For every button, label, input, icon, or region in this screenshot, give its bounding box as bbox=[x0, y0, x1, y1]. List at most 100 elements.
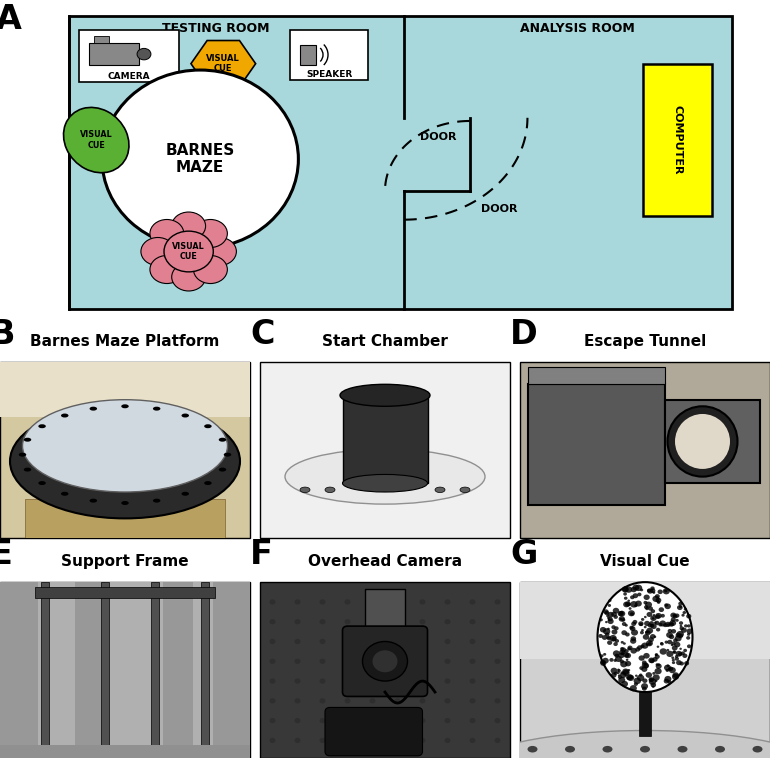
Circle shape bbox=[654, 653, 658, 656]
Ellipse shape bbox=[435, 487, 445, 493]
Text: SPEAKER: SPEAKER bbox=[306, 70, 353, 79]
Circle shape bbox=[667, 623, 670, 626]
Circle shape bbox=[611, 668, 618, 674]
Circle shape bbox=[649, 621, 654, 625]
Circle shape bbox=[344, 600, 350, 605]
Circle shape bbox=[669, 622, 674, 627]
Circle shape bbox=[629, 625, 634, 630]
Circle shape bbox=[613, 650, 620, 656]
Ellipse shape bbox=[182, 492, 189, 496]
Circle shape bbox=[630, 601, 638, 608]
Circle shape bbox=[655, 598, 661, 603]
Circle shape bbox=[648, 637, 654, 642]
Circle shape bbox=[638, 593, 641, 597]
Text: VISUAL
CUE: VISUAL CUE bbox=[206, 54, 240, 74]
Circle shape bbox=[494, 698, 501, 703]
Circle shape bbox=[363, 641, 407, 681]
Circle shape bbox=[646, 628, 653, 634]
Circle shape bbox=[193, 255, 227, 283]
Circle shape bbox=[672, 661, 675, 664]
Circle shape bbox=[681, 614, 685, 617]
Circle shape bbox=[644, 626, 647, 628]
Circle shape bbox=[642, 678, 648, 683]
Circle shape bbox=[681, 651, 685, 655]
Circle shape bbox=[619, 611, 624, 615]
Circle shape bbox=[644, 621, 650, 626]
Circle shape bbox=[630, 626, 635, 631]
Circle shape bbox=[675, 613, 679, 618]
Circle shape bbox=[672, 650, 675, 653]
Circle shape bbox=[681, 628, 687, 633]
Circle shape bbox=[668, 629, 672, 633]
Bar bbox=[94, 36, 109, 42]
Circle shape bbox=[652, 596, 660, 602]
Circle shape bbox=[654, 654, 660, 659]
Circle shape bbox=[344, 678, 350, 684]
Circle shape bbox=[625, 661, 631, 666]
Circle shape bbox=[660, 648, 667, 655]
Ellipse shape bbox=[121, 501, 129, 505]
Circle shape bbox=[671, 641, 676, 646]
Circle shape bbox=[672, 674, 679, 680]
Circle shape bbox=[671, 656, 675, 659]
Circle shape bbox=[641, 644, 644, 648]
Circle shape bbox=[614, 642, 618, 646]
Circle shape bbox=[645, 631, 651, 635]
Circle shape bbox=[494, 738, 501, 743]
Circle shape bbox=[370, 698, 376, 703]
Circle shape bbox=[623, 602, 630, 607]
Circle shape bbox=[678, 602, 682, 606]
Circle shape bbox=[639, 623, 643, 626]
Circle shape bbox=[370, 659, 376, 664]
Circle shape bbox=[294, 639, 300, 644]
Text: TESTING ROOM: TESTING ROOM bbox=[162, 22, 270, 35]
Circle shape bbox=[650, 615, 657, 621]
Circle shape bbox=[620, 659, 624, 663]
Circle shape bbox=[634, 604, 638, 607]
Text: COMPUTER: COMPUTER bbox=[673, 105, 682, 175]
Circle shape bbox=[270, 639, 276, 644]
Bar bbox=[0, 582, 250, 758]
Ellipse shape bbox=[61, 492, 69, 496]
Circle shape bbox=[658, 623, 663, 627]
Circle shape bbox=[621, 652, 624, 655]
Circle shape bbox=[622, 587, 628, 592]
Circle shape bbox=[671, 629, 676, 634]
Ellipse shape bbox=[224, 453, 231, 456]
Circle shape bbox=[625, 587, 632, 593]
Circle shape bbox=[606, 636, 611, 640]
Circle shape bbox=[653, 614, 655, 616]
Circle shape bbox=[652, 617, 654, 619]
Circle shape bbox=[650, 634, 655, 639]
Circle shape bbox=[621, 681, 628, 687]
Ellipse shape bbox=[343, 475, 427, 492]
Circle shape bbox=[626, 674, 633, 680]
Circle shape bbox=[642, 687, 647, 691]
Circle shape bbox=[668, 680, 671, 684]
Circle shape bbox=[420, 678, 426, 684]
Circle shape bbox=[470, 738, 476, 743]
Circle shape bbox=[684, 608, 687, 611]
Circle shape bbox=[658, 590, 663, 594]
Circle shape bbox=[320, 738, 326, 743]
Circle shape bbox=[622, 669, 629, 675]
Circle shape bbox=[470, 600, 476, 605]
FancyBboxPatch shape bbox=[325, 707, 423, 756]
Circle shape bbox=[607, 616, 610, 619]
Circle shape bbox=[679, 605, 682, 608]
Ellipse shape bbox=[102, 70, 299, 249]
Circle shape bbox=[674, 642, 681, 647]
Circle shape bbox=[294, 738, 300, 743]
Circle shape bbox=[639, 666, 644, 670]
Circle shape bbox=[671, 645, 678, 650]
Circle shape bbox=[678, 634, 683, 638]
Ellipse shape bbox=[22, 399, 227, 492]
Bar bbox=[0, 362, 250, 538]
Circle shape bbox=[648, 606, 653, 611]
Circle shape bbox=[676, 660, 682, 666]
Circle shape bbox=[164, 231, 213, 272]
Circle shape bbox=[611, 629, 618, 634]
Circle shape bbox=[641, 666, 648, 672]
Circle shape bbox=[628, 600, 630, 602]
Circle shape bbox=[611, 637, 617, 641]
